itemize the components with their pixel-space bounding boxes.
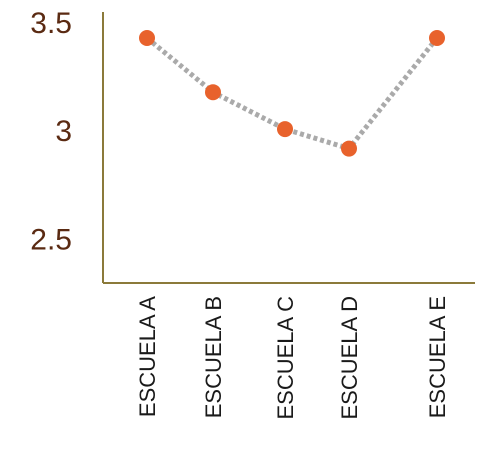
data-point: [341, 140, 357, 157]
x-tick-label: ESCUELA E: [425, 296, 450, 418]
data-point: [205, 84, 221, 101]
x-axis-tick-labels: ESCUELA A ESCUELA B ESCUELA C ESCUELA D ESCU…: [135, 296, 450, 420]
y-tick-label: 3: [55, 115, 72, 148]
x-tick-label: ESCUELA C: [273, 296, 298, 420]
y-tick-label: 3.5: [30, 7, 72, 40]
data-point: [429, 30, 445, 47]
x-tick-label: ESCUELA B: [201, 296, 226, 418]
y-tick-label: 2.5: [30, 224, 72, 257]
series-lines: [145, 36, 439, 152]
x-tick-label: ESCUELA A: [135, 296, 160, 417]
data-point: [277, 121, 293, 138]
series-line: [145, 36, 439, 152]
series-points: [139, 30, 445, 157]
x-tick-label: ESCUELA D: [337, 296, 362, 420]
data-point: [139, 30, 155, 47]
y-axis-tick-labels: 2.5 3 3.5: [30, 7, 72, 257]
